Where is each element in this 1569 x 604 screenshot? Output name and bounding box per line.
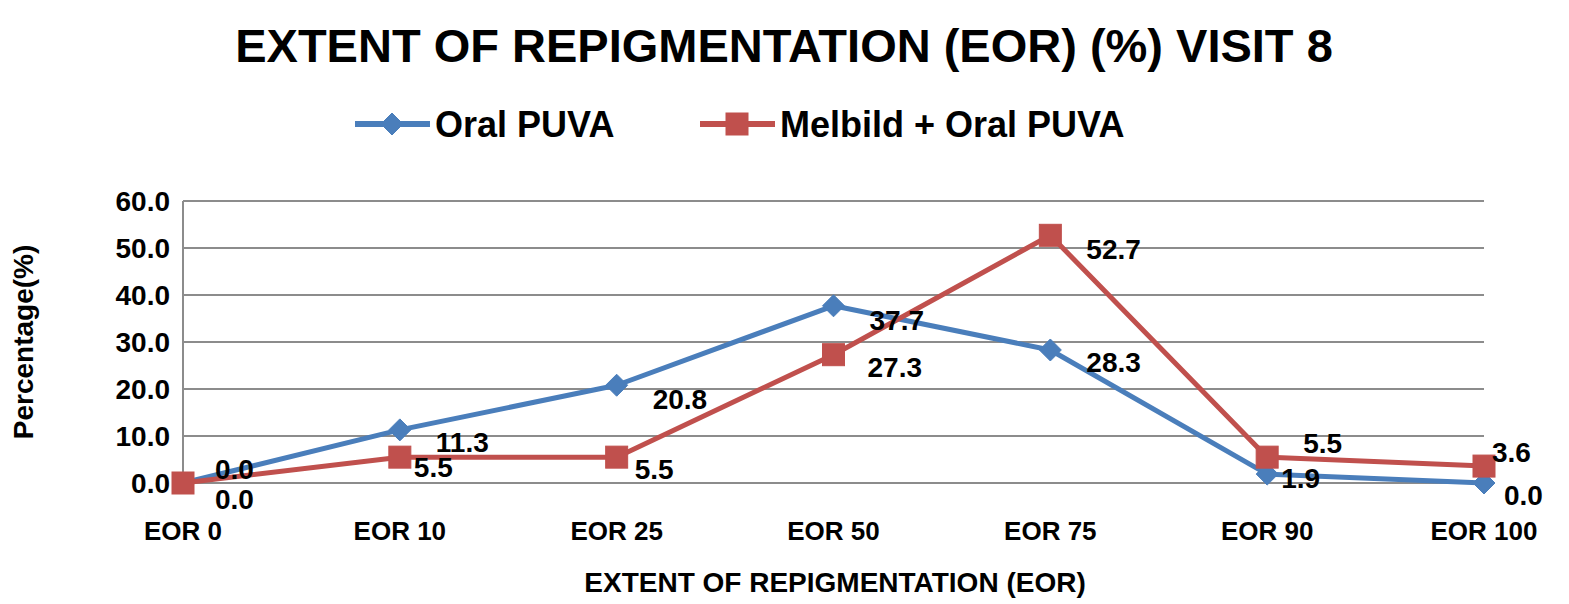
point (172, 472, 194, 494)
grid-line (183, 388, 1484, 390)
point (172, 472, 194, 494)
legend-label: Oral PUVA (435, 104, 614, 145)
data-label: 1.9 (1281, 463, 1320, 494)
data-label: 28.3 (1086, 347, 1141, 378)
point (606, 446, 628, 468)
y-tick-label: 20.0 (116, 374, 171, 405)
data-label: 20.8 (653, 384, 708, 415)
point (823, 344, 845, 366)
x-tick-label: EOR 75 (1004, 516, 1097, 546)
legend-marker (726, 113, 748, 135)
data-label: 3.6 (1492, 437, 1531, 468)
y-tick-label: 50.0 (116, 233, 171, 264)
data-label: 5.5 (635, 454, 674, 485)
data-label: 5.5 (1303, 428, 1342, 459)
legend-label: Melbild + Oral PUVA (780, 104, 1124, 145)
x-tick-label: EOR 0 (144, 516, 222, 546)
point (1039, 339, 1061, 361)
point (823, 295, 845, 317)
point (389, 446, 411, 468)
data-label: 0.0 (215, 454, 254, 485)
point (606, 374, 628, 396)
point (1256, 446, 1278, 468)
data-label: 27.3 (868, 352, 923, 383)
legend: Oral PUVA Melbild + Oral PUVA (355, 104, 1124, 145)
data-labels: 0.011.320.837.728.31.90.00.05.55.527.352… (215, 234, 1543, 515)
grid-line (183, 341, 1484, 343)
y-tick-label: 30.0 (116, 327, 171, 358)
x-tick-label: EOR 100 (1431, 516, 1538, 546)
grid-line (183, 247, 1484, 249)
grid-line (183, 200, 1484, 202)
y-tick-label: 40.0 (116, 280, 171, 311)
y-tick-label: 0.0 (131, 468, 170, 499)
x-tick-label: EOR 10 (354, 516, 447, 546)
data-label: 5.5 (414, 452, 453, 483)
data-label: 0.0 (215, 484, 254, 515)
y-axis-title: Percentage(%) (8, 245, 39, 440)
y-axis (182, 201, 184, 483)
plot-area (172, 224, 1495, 494)
legend-marker (381, 113, 403, 135)
data-label: 0.0 (1504, 480, 1543, 511)
point (389, 419, 411, 441)
data-label: 52.7 (1086, 234, 1141, 265)
y-tick-label: 60.0 (116, 186, 171, 217)
x-axis-title: EXTENT OF REPIGMENTATION (EOR) (584, 567, 1085, 598)
x-tick-label: EOR 50 (787, 516, 880, 546)
data-label: 37.7 (870, 305, 925, 336)
series-line (183, 235, 1484, 483)
title: EXTENT OF REPIGMENTATION (EOR) (%) VISIT… (235, 19, 1333, 72)
chart: EXTENT OF REPIGMENTATION (EOR) (%) VISIT… (0, 0, 1569, 604)
x-tick-label: EOR 90 (1221, 516, 1314, 546)
point (1039, 224, 1061, 246)
x-tick-label: EOR 25 (570, 516, 663, 546)
y-tick-label: 10.0 (116, 421, 171, 452)
